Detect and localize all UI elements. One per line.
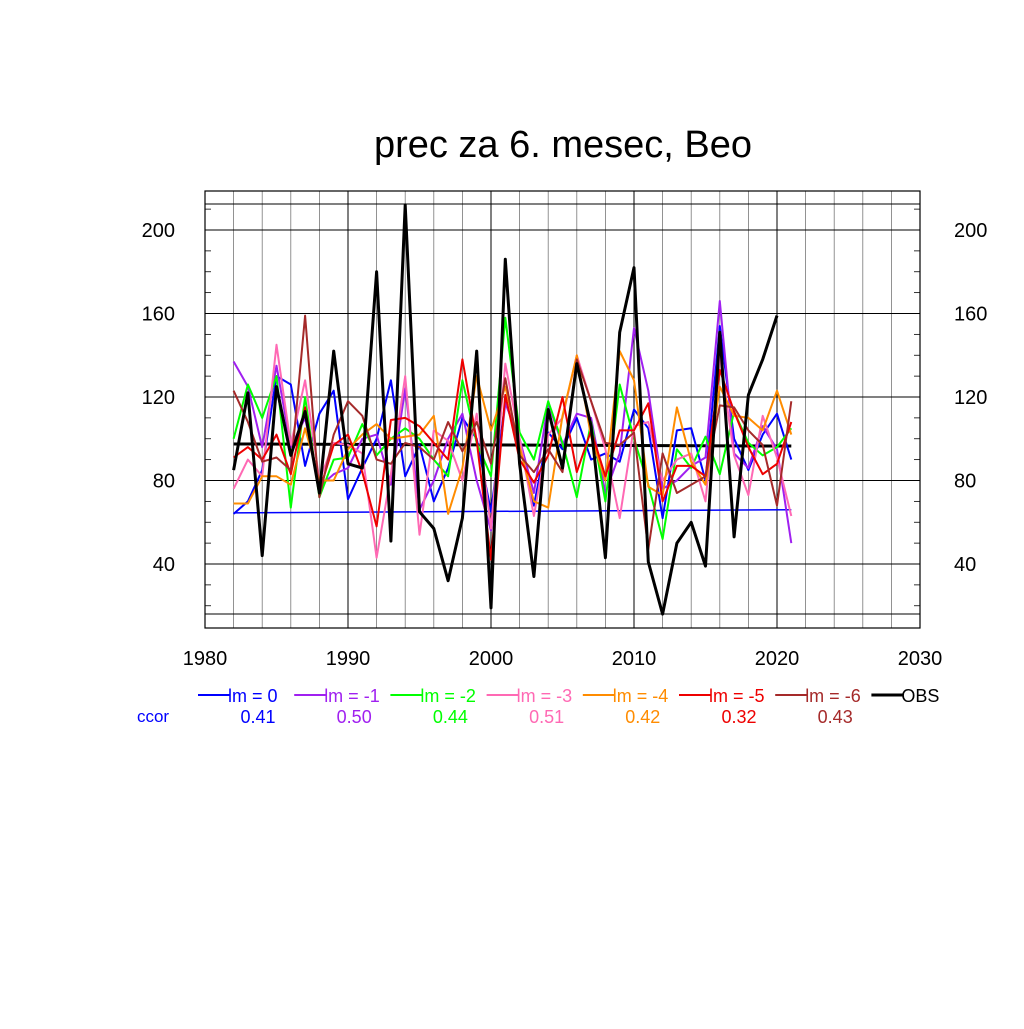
x-tick-label: 2010 [612,648,657,670]
legend-label: lm = -3 [517,686,573,706]
legend-label: lm = -6 [805,686,861,706]
axes: 40 40 80 80 120 120 160 160 200 200 1980 1990 2000 20… [142,190,987,670]
legend-ccor-value: 0.43 [818,707,853,727]
legend-label: lm = -2 [420,686,476,706]
legend-ccor-value: 0.44 [433,707,468,727]
legend-ccor-value: 0.50 [337,707,372,727]
y-tick-label-left: 120 [142,387,175,409]
x-tick-label: 1990 [326,648,371,670]
legend-label: lm = -5 [709,686,765,706]
y-tick-label-left: 160 [142,304,175,326]
y-tick-label-left: 40 [153,554,175,576]
legend-label: lm = 0 [228,686,278,706]
y-tick-label-right: 160 [954,304,987,326]
series-line-obs [232,203,779,616]
mean-line [233,442,792,448]
mean-line [233,508,792,514]
x-tick-label: 2030 [898,648,943,670]
x-tick-label: 2000 [469,648,514,670]
legend-label: lm = -4 [613,686,669,706]
legend-ccor-value: 0.32 [721,707,756,727]
y-tick-label-right: 80 [954,471,976,493]
legend-label: OBS [901,686,939,706]
legend-ccor-value: 0.51 [529,707,564,727]
legend-ccor-value: 0.41 [240,707,275,727]
legend: ccor lm = 00.41 lm = -10.50 lm = -20.44 lm … [137,686,939,727]
series-lines [232,203,793,616]
y-tick-label-left: 200 [142,220,175,242]
y-tick-label-right: 120 [954,387,987,409]
x-tick-label: 1980 [183,648,228,670]
y-tick-label-left: 80 [153,471,175,493]
x-tick-label: 2020 [755,648,800,670]
chart-title: prec za 6. mesec, Beo [374,124,752,166]
legend-label: lm = -1 [324,686,380,706]
legend-ccor-value: 0.42 [625,707,660,727]
y-tick-label-right: 200 [954,220,987,242]
ccor-label: ccor [137,707,169,726]
y-tick-label-right: 40 [954,554,976,576]
series-line-lm-6 [232,314,793,551]
plot-frame [204,190,921,629]
